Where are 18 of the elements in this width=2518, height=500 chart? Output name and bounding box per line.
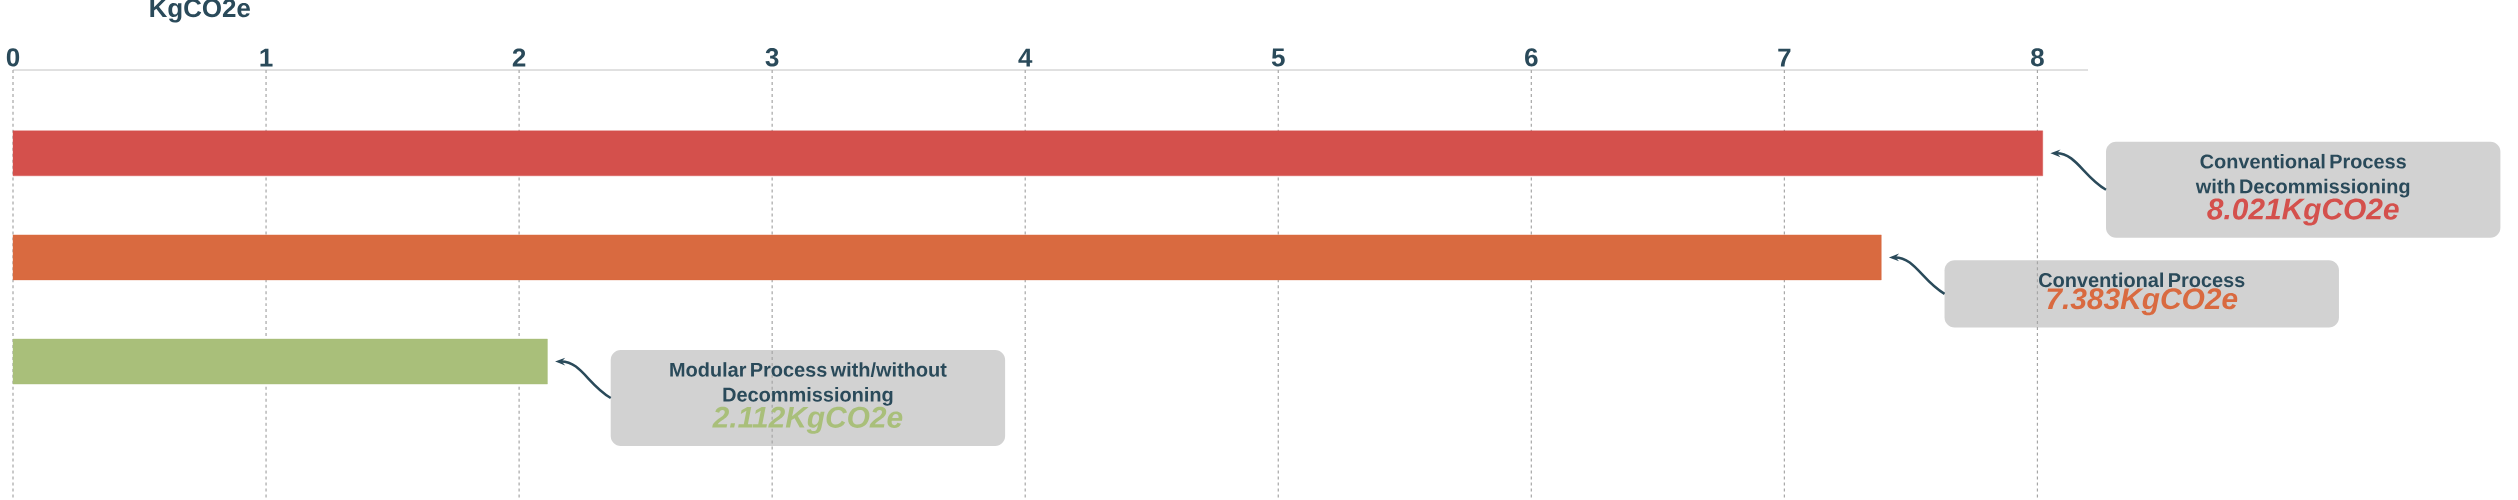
text: Conventional Process with Decommissioning [2195, 153, 2410, 198]
x-tick-label: 5 [1271, 48, 1285, 67]
bar [12, 338, 548, 385]
x-tick-label: 7 [1778, 48, 1791, 67]
bar [12, 234, 1882, 281]
text: 8.021KgCO2e [2207, 198, 2399, 226]
x-tick-label: 1 [260, 48, 273, 67]
annotation: Conventional Process [2039, 272, 2245, 288]
annotation: Modular Process with/without Decommissioning [670, 362, 947, 406]
x-tick-label: 8 [2031, 48, 2044, 67]
x-tick-label: 3 [765, 48, 779, 67]
x-tick-label: 4 [1018, 48, 1033, 67]
x-tick-label: 2 [512, 48, 526, 67]
x-tick-label: 6 [1525, 48, 1538, 67]
annotation: 2.112KgCO2e [712, 406, 903, 434]
bar [12, 130, 2043, 176]
x-tick-label: 0 [6, 48, 20, 67]
annotation: 7.383KgCO2e [2047, 288, 2238, 316]
